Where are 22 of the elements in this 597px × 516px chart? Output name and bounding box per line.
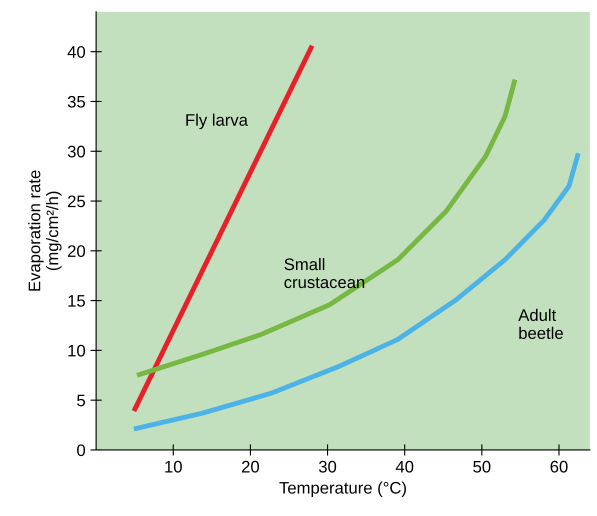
y-tick-label: 25	[68, 195, 86, 208]
line-series	[134, 77, 518, 378]
y-tick-label: 10	[68, 344, 86, 357]
y-tick-label: 35	[68, 96, 86, 108]
y-tick-label: 0	[77, 444, 86, 456]
x-axis-title: Temperature (°C)	[279, 481, 406, 497]
series-label: Fly larva	[186, 114, 248, 130]
y-tick-label: 20	[68, 245, 86, 258]
y-tick-label: 5	[77, 394, 85, 406]
series-label: Small crustacean	[284, 258, 364, 288]
y-tick-label: 30	[68, 146, 86, 158]
y-tick-label: 15	[68, 295, 86, 307]
x-tick-label: 30	[318, 460, 336, 473]
x-tick-label: 50	[473, 460, 490, 473]
x-tick-label: 40	[396, 460, 414, 473]
text: Adult beetle	[518, 308, 563, 339]
y-tick-label: 40	[68, 46, 86, 58]
y-axis-title: Evaporation rate (mg/cm²/h)	[28, 170, 62, 291]
line-series	[131, 150, 581, 432]
x-tick-label: 10	[165, 460, 182, 473]
x-tick-label: 20	[242, 460, 260, 473]
x-tick-label: 60	[550, 460, 568, 473]
